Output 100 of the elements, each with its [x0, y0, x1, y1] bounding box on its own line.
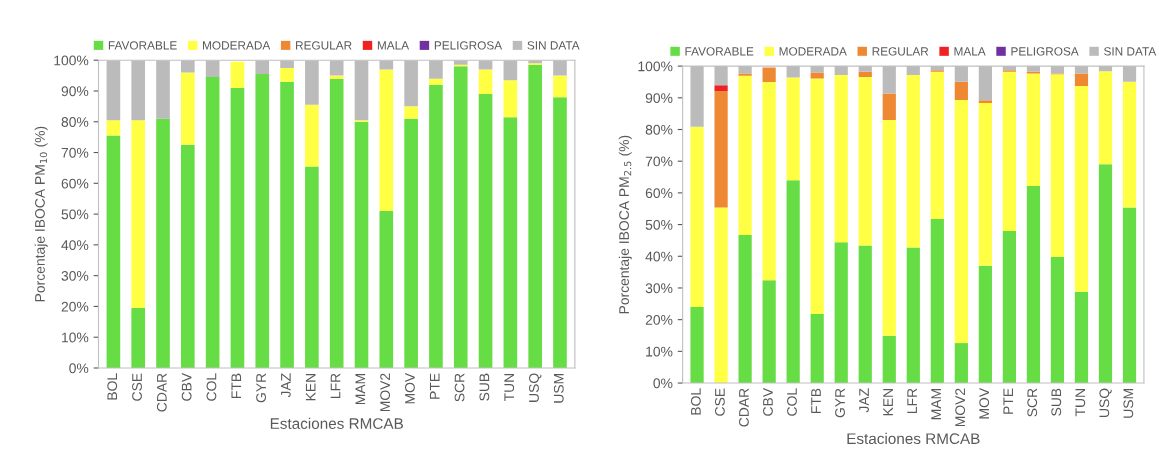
bar [280, 67, 294, 82]
x-tick-label: COL [206, 373, 217, 401]
bar [714, 91, 728, 208]
legend-label: REGULAR [296, 41, 352, 50]
bar [810, 313, 824, 384]
x-tick-label: SUB [479, 373, 490, 401]
legend-label: FAVORABLE [108, 41, 177, 50]
bar [882, 120, 896, 336]
legend-label: MODERADA [779, 47, 847, 56]
y-tick-label: 0% [653, 378, 673, 389]
bar [1050, 74, 1065, 257]
bar [882, 335, 896, 384]
bar [1074, 291, 1089, 384]
bar [305, 166, 319, 368]
bar [230, 61, 245, 88]
x-tick-label: LFR [907, 388, 917, 413]
y-tick-label: 20% [61, 301, 89, 312]
bar [690, 126, 704, 307]
x-tick-label: SCR [1027, 388, 1038, 417]
bar [762, 67, 776, 82]
x-tick-label: BOL [690, 388, 701, 415]
bar [404, 106, 418, 119]
legend-label: PELIGROSA [434, 41, 503, 50]
legend-label: MALA [377, 41, 410, 50]
bar [1074, 86, 1089, 292]
bar [834, 242, 848, 384]
bar [738, 75, 752, 236]
x-tick-label: LFR [330, 373, 341, 398]
y-tick-label: 60% [61, 178, 89, 189]
y-tick-label: 20% [645, 314, 673, 325]
bar [329, 75, 344, 79]
bar [810, 72, 824, 79]
bar [1026, 73, 1041, 186]
bar [1002, 71, 1016, 231]
x-tick-label: USQ [529, 373, 542, 402]
y-tick-label: 30% [61, 270, 89, 281]
bar [181, 72, 195, 145]
bar [106, 135, 121, 368]
bar [404, 118, 418, 368]
bar [954, 100, 968, 344]
bar [379, 211, 394, 368]
bar [738, 73, 752, 76]
x-tick-label: CDAR [156, 373, 167, 412]
x-tick-label: GYR [835, 388, 845, 418]
x-tick-label: TUN [1075, 389, 1086, 417]
bar [1074, 73, 1089, 87]
x-tick-label: KEN [305, 373, 316, 401]
y-tick-label: 80% [61, 117, 89, 127]
y-tick-label: 0% [69, 363, 89, 374]
bar [738, 235, 752, 384]
bar [429, 78, 443, 85]
y-tick-label: 60% [645, 188, 673, 199]
bar [230, 87, 245, 368]
y-tick-label: 40% [645, 251, 673, 262]
bar [429, 84, 443, 368]
bar [714, 207, 728, 384]
x-tick-label: SUB [1051, 388, 1062, 416]
x-tick-label: USQ [1099, 388, 1112, 417]
x-tick-label: MOV2 [380, 373, 391, 412]
y-tick-label: 90% [61, 86, 89, 97]
x-tick-label: MOV [405, 372, 415, 404]
y-tick-label: 50% [61, 209, 89, 220]
y-axis-title: Porcentaje IBOCA PM$_{2.5}$ (%) [618, 135, 632, 314]
x-tick-label: COL [787, 388, 797, 416]
bar [978, 265, 992, 384]
bar [106, 120, 121, 136]
bar [714, 85, 728, 92]
x-tick-label: CSE [132, 373, 142, 401]
bar [930, 71, 944, 219]
bar [762, 81, 776, 281]
bar [205, 77, 220, 368]
y-tick-label: 30% [645, 283, 673, 294]
bar [1122, 81, 1137, 208]
bar [858, 71, 872, 77]
bar [930, 218, 944, 384]
bar [181, 144, 195, 368]
bar [503, 117, 518, 368]
bar [553, 75, 567, 98]
legend-label: MODERADA [203, 41, 271, 50]
bar [503, 80, 518, 118]
x-tick-label: CBV [181, 372, 192, 401]
bar [690, 306, 704, 384]
bar [354, 121, 369, 368]
bar [906, 74, 920, 248]
bar [1098, 164, 1113, 384]
x-tick-label: CSE [714, 388, 725, 416]
y-axis-title: Porcentaje IBOCA PM$_{10}$ (%) [34, 126, 48, 302]
legend-label: MALA [954, 47, 986, 56]
y-tick-label: 70% [645, 156, 673, 167]
y-tick-label: 70% [61, 147, 89, 158]
bar [954, 343, 968, 384]
bar [379, 69, 394, 212]
x-tick-label: MOV [979, 387, 990, 419]
x-tick-label: TUN [504, 373, 515, 402]
bar [786, 180, 800, 384]
bar [810, 78, 824, 314]
legend-label: SIN DATA [1104, 47, 1157, 56]
bar [906, 247, 920, 384]
bar [156, 118, 170, 368]
x-tick-label: MAM [355, 373, 366, 405]
